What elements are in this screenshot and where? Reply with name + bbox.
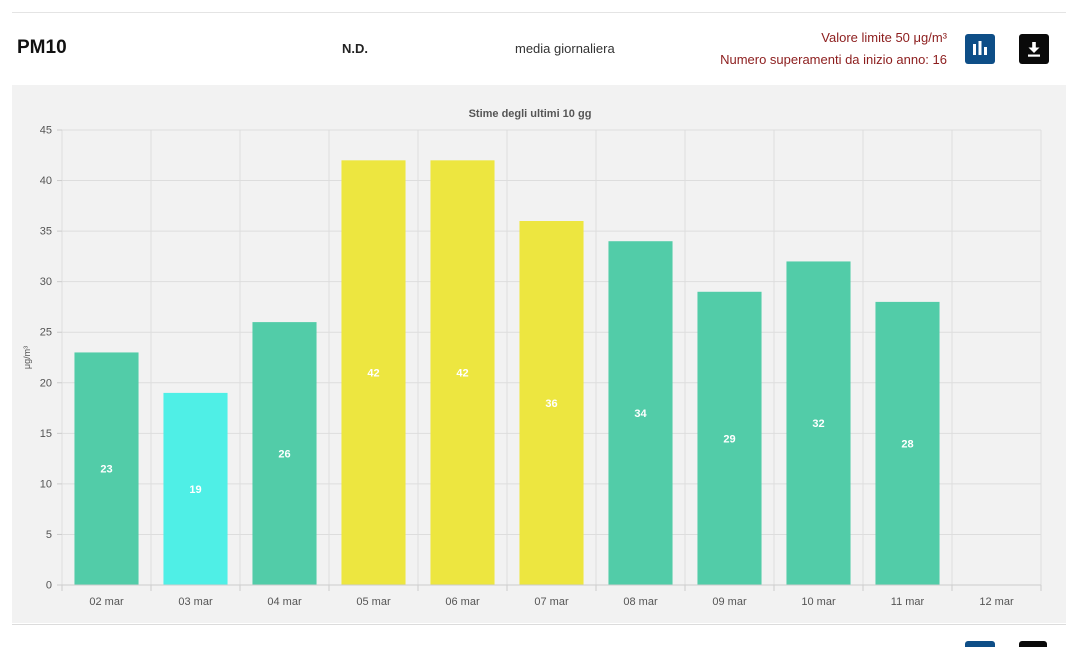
chart-button[interactable]	[965, 34, 995, 64]
next-chart-button[interactable]	[965, 641, 995, 647]
download-button[interactable]	[1019, 34, 1049, 64]
limit-info: Valore limite 50 μg/m³ Numero superament…	[720, 27, 947, 71]
bar[interactable]	[697, 291, 762, 585]
x-tick-label: 03 mar	[178, 596, 213, 608]
limit-value: Valore limite 50 μg/m³	[821, 30, 947, 45]
chart-container: Stime degli ultimi 10 gg μg/m³ 23 19 26 42 4…	[12, 85, 1066, 623]
chart-title: Stime degli ultimi 10 gg	[469, 108, 592, 120]
bar-data-label: 42	[367, 368, 379, 380]
y-tick-label: 30	[40, 276, 52, 288]
axes: 0 5 10 15 20 25 30 35 40 45 02 mar 03 mar 04 mar 05 m…	[40, 125, 1042, 608]
bar-data-label: 23	[100, 464, 112, 476]
bar-data-label: 32	[812, 418, 824, 430]
bar-data-label: 28	[901, 438, 913, 450]
bar-chart: Stime degli ultimi 10 gg μg/m³ 23 19 26 42 4…	[22, 108, 1042, 608]
top-divider	[12, 12, 1066, 13]
bar[interactable]	[519, 221, 584, 585]
bar[interactable]	[430, 160, 495, 585]
x-tick-label: 07 mar	[534, 596, 569, 608]
status-value: N.D.	[342, 41, 368, 56]
x-tick-label: 04 mar	[267, 596, 302, 608]
bar[interactable]	[252, 322, 317, 585]
y-tick-label: 15	[40, 428, 52, 440]
bars: 23 19 26 42 42 36 34 29 32 28	[74, 160, 940, 585]
y-tick-label: 25	[40, 327, 52, 339]
y-axis-label: μg/m³	[22, 346, 32, 369]
x-tick-label: 06 mar	[445, 596, 480, 608]
bar-chart-icon	[973, 41, 987, 55]
bar-data-label: 42	[456, 368, 468, 380]
x-tick-label: 02 mar	[89, 596, 124, 608]
bar-data-label: 34	[634, 408, 647, 420]
exceedances-count: Numero superamenti da inizio anno: 16	[720, 52, 947, 67]
bar-data-label: 36	[545, 398, 557, 410]
bar[interactable]	[608, 241, 673, 585]
y-tick-label: 40	[40, 175, 52, 187]
y-tick-label: 35	[40, 226, 52, 238]
bar[interactable]	[341, 160, 406, 585]
bottom-divider	[12, 624, 1066, 625]
y-tick-label: 45	[40, 125, 52, 137]
x-tick-label: 10 mar	[801, 596, 836, 608]
bar-data-label: 26	[278, 449, 290, 461]
y-tick-label: 5	[46, 529, 52, 541]
pollutant-header: PM10 N.D. media giornaliera Valore limit…	[0, 13, 1066, 83]
download-icon	[1028, 42, 1040, 57]
x-tick-label: 11 mar	[891, 596, 925, 608]
y-tick-label: 20	[40, 377, 52, 389]
bar[interactable]	[875, 301, 940, 585]
bar[interactable]	[786, 261, 851, 585]
x-tick-label: 12 mar	[979, 596, 1014, 608]
x-tick-label: 05 mar	[356, 596, 391, 608]
y-tick-label: 0	[46, 580, 52, 592]
next-download-button[interactable]	[1019, 641, 1047, 647]
bar-data-label: 29	[723, 433, 735, 445]
x-tick-label: 08 mar	[623, 596, 658, 608]
y-tick-label: 10	[40, 478, 52, 490]
x-tick-label: 09 mar	[712, 596, 747, 608]
pollutant-name: PM10	[17, 37, 67, 58]
bar[interactable]	[74, 352, 139, 585]
bar-data-label: 19	[189, 484, 201, 496]
averaging-period: media giornaliera	[515, 41, 615, 56]
bar[interactable]	[163, 392, 228, 585]
